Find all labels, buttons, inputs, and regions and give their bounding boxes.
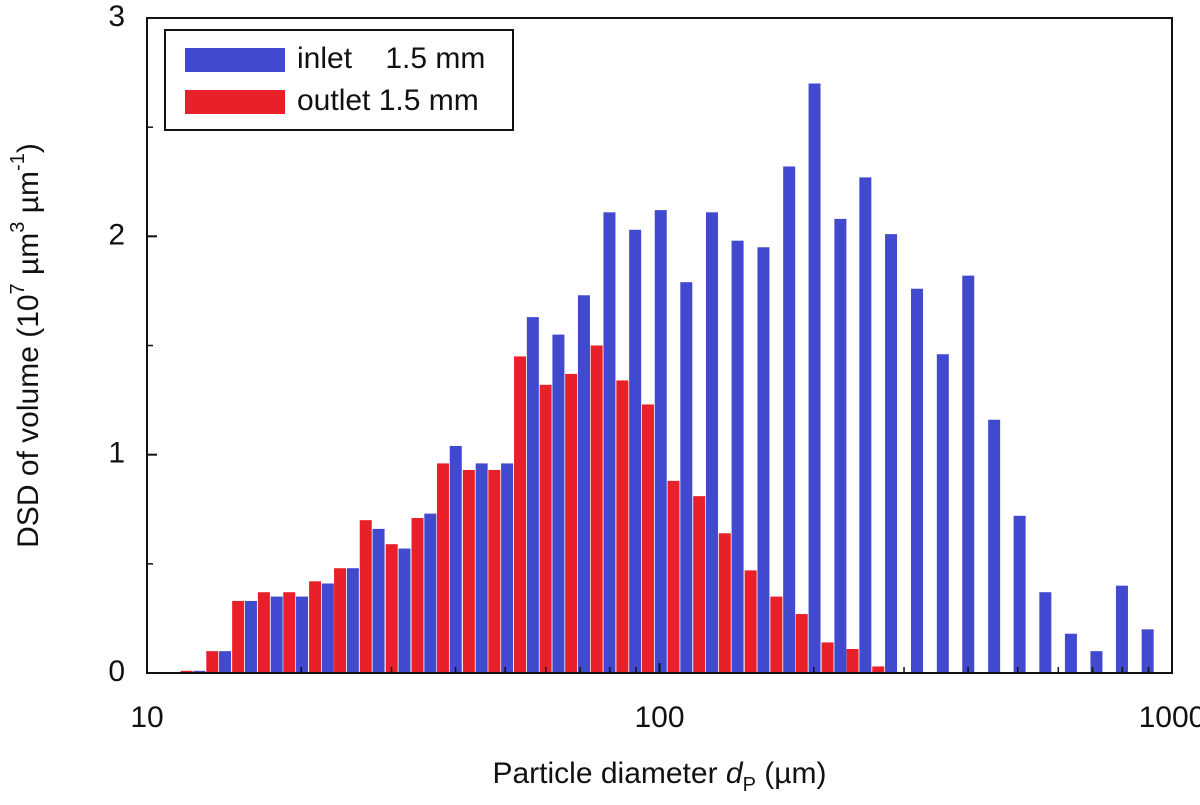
y-axis-label-part: 7	[7, 283, 29, 294]
bar	[795, 614, 808, 673]
bar	[385, 544, 398, 673]
x-tick-label: 10	[130, 701, 163, 734]
bar	[206, 651, 219, 673]
y-axis-label-part: -1	[7, 153, 29, 171]
bar	[616, 380, 629, 673]
x-tick-label: 100	[634, 701, 684, 734]
bar	[834, 218, 847, 673]
bar	[411, 517, 424, 673]
bar	[821, 642, 834, 673]
bar	[757, 247, 770, 673]
bar	[321, 583, 334, 673]
bar	[244, 600, 257, 673]
bar	[731, 240, 744, 673]
bar	[770, 596, 783, 673]
bar	[962, 275, 975, 673]
y-tick-label: 0	[108, 655, 125, 688]
bar	[309, 581, 322, 673]
bar	[1013, 515, 1026, 673]
legend-label: outlet 1.5 mm	[297, 84, 479, 117]
bar	[257, 592, 270, 673]
bar	[911, 288, 924, 673]
y-axis-label-part: µm	[12, 233, 45, 284]
bar	[283, 592, 296, 673]
bar	[436, 463, 449, 673]
bar	[232, 600, 245, 673]
bar	[629, 229, 642, 674]
bar	[590, 345, 603, 673]
bar	[1141, 629, 1154, 673]
bar	[859, 177, 872, 673]
bar	[475, 463, 488, 673]
bar	[270, 596, 283, 673]
bar	[680, 282, 693, 673]
bar	[988, 419, 1001, 673]
x-axis-label-part: (µm)	[756, 757, 827, 790]
bar	[462, 469, 475, 673]
bar	[424, 513, 437, 673]
y-axis-label: DSD of volume (107 µm3 µm-1)	[7, 143, 45, 548]
x-axis-label-part: d	[726, 757, 744, 790]
bar	[693, 496, 706, 673]
bar	[539, 384, 552, 673]
bar	[603, 212, 616, 674]
bar	[180, 670, 193, 673]
bar	[885, 234, 898, 673]
bar	[193, 670, 206, 673]
bar	[219, 651, 232, 673]
bar	[501, 463, 514, 673]
bar	[783, 166, 796, 673]
bar	[449, 445, 462, 673]
bar	[1039, 592, 1052, 673]
bar	[667, 480, 680, 673]
bar	[398, 548, 411, 673]
y-tick-label: 1	[108, 437, 125, 470]
y-axis-label-part: )	[12, 143, 45, 153]
bar	[526, 317, 539, 673]
legend-label: inlet 1.5 mm	[297, 42, 485, 75]
y-axis-label-part: DSD of volume (10	[12, 294, 45, 547]
bar	[1115, 585, 1128, 673]
bar	[718, 533, 731, 673]
bar	[359, 520, 372, 673]
y-tick-label: 2	[108, 218, 125, 251]
bar	[872, 666, 885, 673]
bar	[654, 210, 667, 673]
legend-swatch	[185, 48, 285, 72]
y-axis-label-part: µm	[12, 171, 45, 222]
y-axis-label-part: 3	[7, 222, 29, 233]
bar	[296, 596, 309, 673]
bar	[372, 528, 385, 673]
bar	[577, 295, 590, 673]
bar	[488, 469, 501, 673]
bar	[846, 648, 859, 673]
bar	[641, 404, 654, 673]
bar	[514, 356, 527, 673]
x-axis-label-part: Particle diameter	[492, 757, 725, 790]
bar	[1090, 651, 1103, 673]
legend-swatch	[185, 90, 285, 114]
x-tick-label: 1000	[1139, 701, 1200, 734]
bar	[744, 570, 757, 673]
bar	[705, 212, 718, 674]
bar	[565, 373, 578, 673]
bar	[334, 568, 347, 673]
bar	[1064, 633, 1077, 673]
y-tick-label: 3	[108, 0, 125, 33]
bar	[936, 354, 949, 673]
x-axis-label-part: P	[743, 774, 756, 796]
bar	[552, 334, 565, 673]
bar	[346, 568, 359, 673]
bar	[808, 83, 821, 673]
x-axis-label: Particle diameter dP (µm)	[492, 757, 826, 796]
